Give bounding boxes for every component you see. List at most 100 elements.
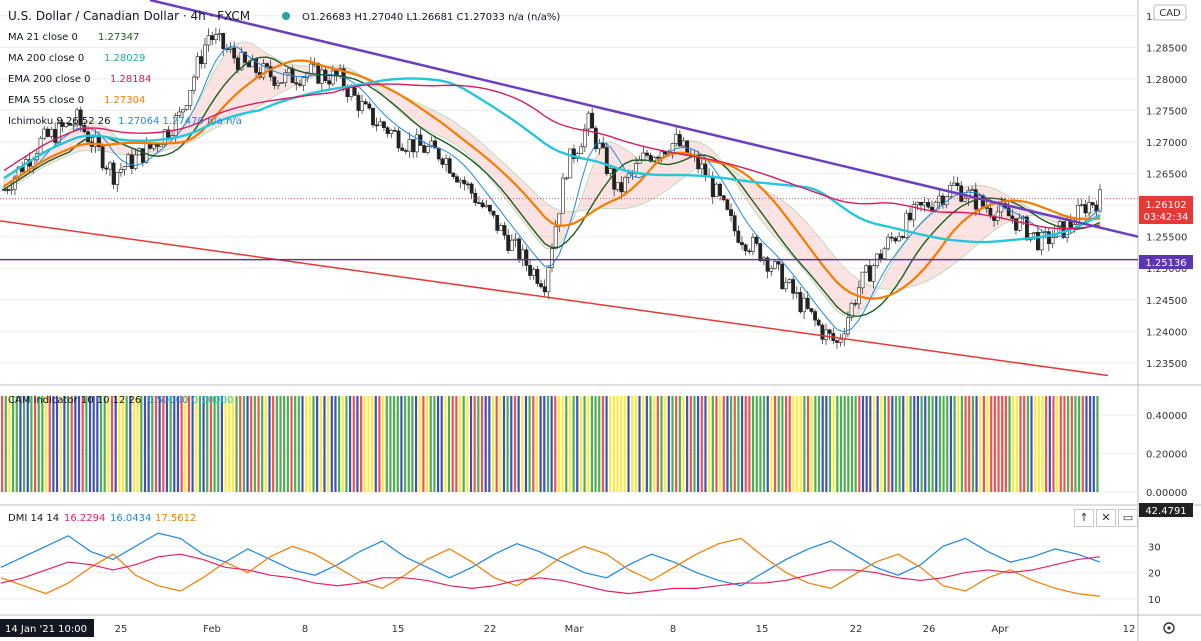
candle-body (466, 183, 470, 186)
candle-body (601, 143, 606, 148)
cam-bar (671, 396, 674, 492)
candle-body (298, 83, 302, 86)
candle-body (871, 265, 876, 282)
cam-bar (473, 396, 476, 492)
cam-bar (631, 396, 634, 492)
candle-body (740, 242, 744, 246)
cam-bar (66, 396, 70, 492)
indicator-value-ema200: 1.28184 (110, 74, 151, 85)
candle-body (703, 163, 708, 177)
candle-body (301, 77, 306, 86)
candle-body (619, 182, 624, 193)
cam-bar (532, 396, 535, 492)
cam-bar (360, 396, 363, 492)
candle-body (276, 82, 280, 86)
dmi-series-line[interactable] (0, 532, 1101, 587)
ema55-line[interactable] (3, 59, 1101, 300)
cam-axis[interactable]: 0.40000 0.20000 0.00000 (1146, 411, 1187, 499)
cam-bar (1056, 396, 1059, 492)
indicator-label-ema55[interactable]: EMA 55 close 0 (8, 95, 84, 106)
candle-body (352, 87, 357, 96)
cam-bar (927, 396, 931, 492)
candle-body (699, 163, 704, 170)
candle-body (546, 267, 551, 293)
cam-bar (898, 396, 901, 492)
cam-bar (686, 396, 689, 492)
cam-bar (909, 396, 912, 492)
indicator-label-ma200[interactable]: MA 200 close 0 (8, 53, 84, 64)
cam-bar (462, 396, 465, 492)
crosshair-time-badge (0, 619, 94, 637)
indicator-legend[interactable]: MA 21 close 0 1.27347 MA 200 close 0 1.2… (8, 32, 242, 127)
ema200-line[interactable] (3, 83, 1101, 230)
cam-bar (19, 396, 22, 492)
cam-bar (151, 396, 154, 492)
gear-icon[interactable] (1163, 622, 1175, 634)
cam-bar (1059, 396, 1062, 492)
candle-body (177, 111, 182, 116)
cam-bar (891, 396, 894, 492)
cam-bar (744, 396, 747, 492)
cam-bar (279, 396, 282, 492)
cam-bar (759, 396, 762, 492)
indicator-label-ichimoku[interactable]: Ichimoku 9 26 52 26 (8, 116, 111, 127)
cam-bar (396, 396, 399, 492)
cam-bar (147, 396, 150, 492)
ichimoku-conversion-line[interactable] (3, 45, 1101, 333)
candle-body (400, 147, 405, 151)
dmi-label[interactable]: DMI 14 14 (8, 513, 59, 524)
cam-bar (191, 396, 194, 492)
cam-indicator-label[interactable]: CAM indicator 10 10 12 26 (8, 395, 141, 406)
candle-body (414, 134, 419, 153)
indicator-label-ma21[interactable]: MA 21 close 0 (8, 32, 78, 43)
candle-body (133, 154, 138, 169)
candle-body (853, 303, 858, 305)
cam-bar (411, 396, 414, 492)
cam-bar (737, 396, 740, 492)
candle-body (407, 139, 412, 152)
cam-bar (107, 396, 110, 492)
candle-body (531, 269, 536, 276)
cam-bar (316, 396, 319, 492)
candle-body (681, 140, 686, 147)
candle-body (265, 63, 269, 67)
move-up-icon[interactable]: ↑ (1074, 509, 1094, 527)
candle-body (67, 122, 72, 126)
cam-bar (224, 396, 227, 492)
descending-resistance-line[interactable] (149, 0, 1139, 238)
ma200-line[interactable] (3, 77, 1101, 244)
candle-body (232, 47, 237, 59)
candle-body (385, 127, 390, 134)
close-icon[interactable]: ✕ (1096, 509, 1116, 527)
cam-bar (693, 396, 696, 492)
candle-body (908, 212, 912, 221)
cam-bar (217, 396, 220, 492)
cam-bar (799, 396, 802, 492)
symbol-title[interactable]: U.S. Dollar / Canadian Dollar · 4h · FXC… (8, 9, 250, 23)
indicator-label-ema200[interactable]: EMA 200 close 0 (8, 74, 91, 85)
candle-body (824, 329, 828, 340)
indicator-value-ma200: 1.28029 (104, 53, 145, 64)
dmi-axis[interactable]: 30 20 10 (1148, 542, 1161, 606)
candle-body (641, 152, 646, 161)
dmi-series-line[interactable] (0, 553, 1101, 595)
cam-bar (931, 396, 934, 492)
candle-body (626, 173, 631, 178)
descending-support-line[interactable] (0, 220, 1109, 377)
candle-body (561, 177, 565, 214)
candle-body (451, 172, 456, 177)
currency-badge[interactable] (1153, 4, 1187, 21)
maximize-pane-icon[interactable]: ▭ (1118, 509, 1138, 527)
cam-bar (374, 396, 377, 492)
cam-bar (579, 396, 583, 492)
cam-bar (861, 396, 865, 492)
cam-bar (719, 396, 722, 492)
candle-body (433, 140, 437, 149)
price-axis[interactable]: 1.290001.285001.280001.275001.270001.265… (1146, 12, 1187, 370)
cam-bar (154, 396, 158, 492)
time-tick-label: 25 (115, 624, 128, 635)
time-axis[interactable]: 25 Feb 8 15 22 Mar 8 15 22 26 Apr 12 (115, 624, 1136, 635)
dmi-series-line[interactable] (0, 537, 1101, 597)
candle-body (484, 204, 489, 208)
